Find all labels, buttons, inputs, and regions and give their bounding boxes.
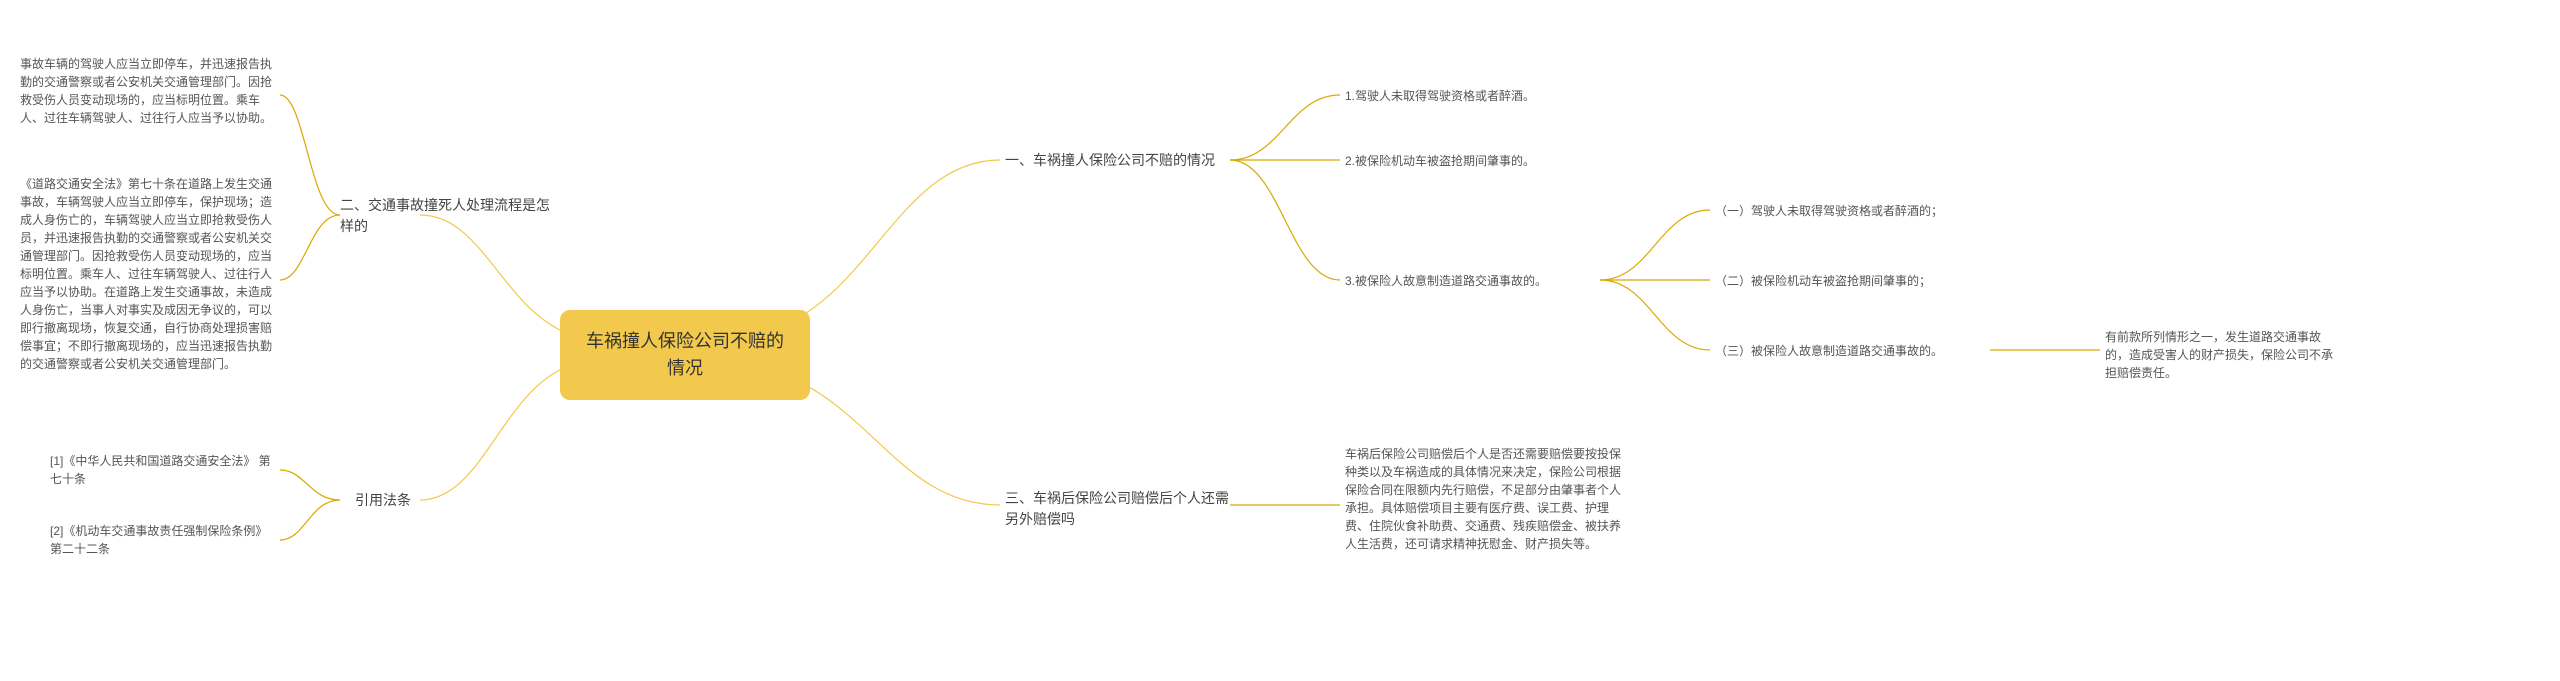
r1-item-2: 2.被保险机动车被盗抢期间肇事的。 bbox=[1345, 152, 1535, 170]
branch-l4-label: 引用法条 bbox=[355, 492, 411, 508]
r1-sub3-2: （二）被保险机动车被盗抢期间肇事的； bbox=[1715, 272, 1931, 290]
branch-l4: 引用法条 bbox=[355, 490, 411, 511]
branch-r1-label: 一、车祸撞人保险公司不赔的情况 bbox=[1005, 152, 1215, 168]
r1-item-3: 3.被保险人故意制造道路交通事故的。 bbox=[1345, 272, 1547, 290]
conn-r1i3-s3 bbox=[1600, 280, 1710, 350]
l2-item-2: 《道路交通安全法》第七十条在道路上发生交通事故，车辆驾驶人应当立即停车，保护现场… bbox=[20, 175, 280, 373]
r1-sub3-1: （一）驾驶人未取得驾驶资格或者醉酒的； bbox=[1715, 202, 1943, 220]
conn-l2-i1 bbox=[280, 95, 340, 215]
branch-l2: 二、交通事故撞死人处理流程是怎样的 bbox=[340, 195, 550, 237]
branch-r1: 一、车祸撞人保险公司不赔的情况 bbox=[1005, 150, 1215, 171]
conn-l4-i1 bbox=[280, 470, 340, 500]
r1-sub3-3: （三）被保险人故意制造道路交通事故的。 bbox=[1715, 342, 1943, 360]
conn-center-l4 bbox=[420, 370, 560, 500]
conn-l2-i2 bbox=[280, 215, 340, 280]
l2-item-1: 事故车辆的驾驶人应当立即停车，并迅速报告执勤的交通警察或者公安机关交通管理部门。… bbox=[20, 55, 280, 127]
center-line2: 情况 bbox=[586, 355, 784, 382]
conn-r1-i3 bbox=[1230, 160, 1340, 280]
conn-r1i3-s1 bbox=[1600, 210, 1710, 280]
branch-r3: 三、车祸后保险公司赔偿后个人还需另外赔偿吗 bbox=[1005, 488, 1235, 530]
branch-r3-label: 三、车祸后保险公司赔偿后个人还需另外赔偿吗 bbox=[1005, 490, 1229, 527]
conn-r1-i1 bbox=[1230, 95, 1340, 160]
r3-text: 车祸后保险公司赔偿后个人是否还需要赔偿要按投保种类以及车祸造成的具体情况来决定，… bbox=[1345, 445, 1625, 553]
l4-item-1: [1]《中华人民共和国道路交通安全法》 第七十条 bbox=[50, 452, 280, 488]
l4-item-2: [2]《机动车交通事故责任强制保险条例》 第二十二条 bbox=[50, 522, 280, 558]
branch-l2-label: 二、交通事故撞死人处理流程是怎样的 bbox=[340, 197, 550, 234]
r1-sub3-tail: 有前款所列情形之一，发生道路交通事故的，造成受害人的财产损失，保险公司不承担赔偿… bbox=[2105, 328, 2335, 382]
center-line1: 车祸撞人保险公司不赔的 bbox=[586, 328, 784, 355]
center-node: 车祸撞人保险公司不赔的 情况 bbox=[560, 310, 810, 400]
conn-l4-i2 bbox=[280, 500, 340, 540]
conn-center-r1 bbox=[770, 160, 1000, 330]
r1-item-1: 1.驾驶人未取得驾驶资格或者醉酒。 bbox=[1345, 87, 1535, 105]
